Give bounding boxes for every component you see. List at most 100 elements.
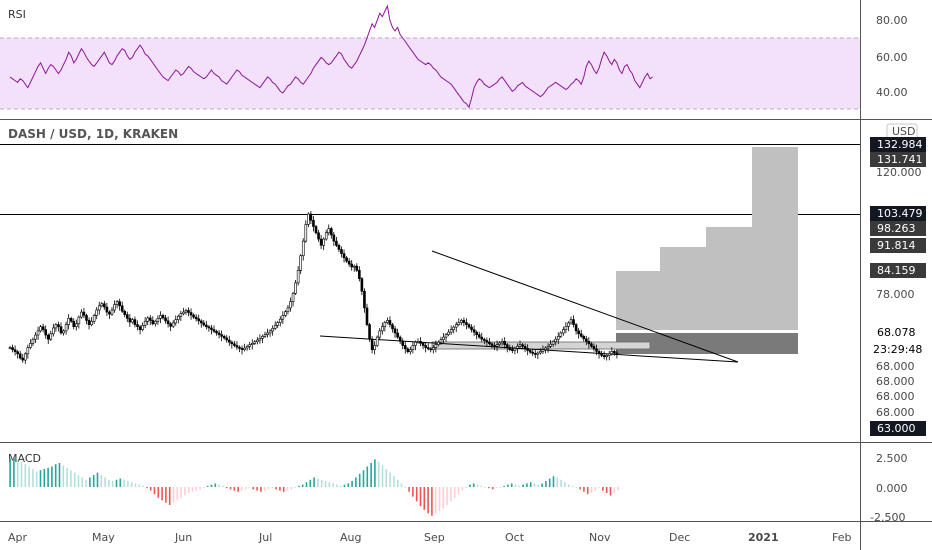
macd-bar (85, 479, 87, 487)
macd-bar (96, 472, 99, 487)
candle-body (263, 334, 267, 337)
price-tick-68a: 68.000 (876, 360, 915, 373)
macd-bar (290, 487, 293, 490)
candle-body (528, 350, 532, 353)
macd-bar (537, 484, 540, 487)
candle-body (521, 344, 524, 347)
macd-bar (206, 485, 209, 487)
candle-body (554, 338, 558, 343)
candle-body (273, 325, 277, 329)
candle-body (523, 346, 527, 349)
macd-bar (195, 487, 198, 491)
candle-body (184, 310, 188, 313)
candle-body (276, 322, 280, 326)
candle-body (539, 351, 542, 354)
candle-body (505, 344, 509, 348)
candle-body (373, 345, 376, 350)
time-label-feb: Feb (832, 531, 851, 544)
target-step-3[interactable] (706, 226, 752, 330)
candle-body (75, 323, 78, 327)
macd-bar (431, 487, 433, 516)
candle-body (380, 326, 384, 332)
macd-bar (393, 476, 395, 487)
support-box[interactable] (431, 341, 651, 350)
candle-body (31, 338, 35, 344)
macd-bar (298, 485, 300, 487)
candle-body (69, 318, 73, 322)
candle-body (562, 329, 565, 334)
macd-bar (529, 482, 532, 487)
candle-body (179, 313, 183, 317)
macd-bar (514, 484, 517, 487)
macd-tick-0: 0.000 (876, 482, 908, 495)
candle-body (189, 312, 193, 316)
time-axis[interactable]: Apr May Jun Jul Aug Sep Oct Nov Dec 2021… (8, 531, 851, 544)
candle-body (498, 342, 501, 345)
macd-bar (385, 469, 388, 487)
candle-body (551, 341, 555, 345)
candle-body (314, 226, 318, 234)
candle-body (62, 330, 65, 334)
macd-bar (43, 469, 46, 487)
time-label-nov: Nov (589, 531, 611, 544)
candle-body (536, 352, 540, 355)
macd-bar (176, 487, 179, 501)
descending-trendline[interactable] (431, 250, 739, 363)
candle-body (103, 303, 106, 308)
candle-body (431, 347, 435, 350)
ascending-trendline[interactable] (319, 335, 739, 363)
candle-body (240, 348, 244, 350)
macd-bar (339, 485, 342, 487)
candle-body (592, 346, 596, 350)
macd-bar (13, 457, 15, 487)
candle-body (355, 265, 359, 271)
candle-body (449, 329, 453, 333)
macd-bar (66, 467, 68, 487)
candles-group (8, 211, 619, 364)
candle-body (243, 347, 246, 350)
macd-bar (54, 464, 57, 487)
macd-bar (320, 479, 323, 487)
macd-bar (617, 487, 619, 491)
candle-body (225, 337, 229, 341)
candle-body (146, 317, 149, 322)
target-step-4[interactable] (752, 146, 798, 330)
price-tag-103-text: 103.479 (877, 207, 923, 220)
candle-body (113, 304, 116, 311)
price-tick-68d: 68.000 (876, 406, 915, 419)
candle-body (248, 344, 251, 347)
macd-bar (495, 487, 498, 489)
candle-body (409, 349, 412, 353)
macd-bar (214, 483, 217, 487)
macd-bar (28, 466, 30, 487)
candle-body (266, 332, 269, 335)
candle-body (18, 353, 22, 359)
macd-bar (218, 484, 220, 487)
candle-body (222, 335, 226, 339)
macd-bar (9, 458, 11, 487)
candle-body (582, 335, 586, 340)
macd-bar (127, 481, 129, 487)
target-step-2[interactable] (660, 246, 706, 330)
candle-body (154, 320, 157, 325)
macd-bar (442, 487, 445, 509)
candle-body (77, 316, 81, 325)
candle-body (123, 310, 127, 315)
macd-bar (92, 475, 95, 487)
target-step-1[interactable] (616, 270, 660, 330)
candle-body (110, 309, 114, 315)
price-tag-98-text: 98.263 (877, 222, 916, 235)
symbol-title: DASH / USD, 1D, KRAKEN (8, 127, 178, 141)
candle-body (177, 315, 180, 320)
candle-body (250, 343, 254, 345)
candle-body (345, 257, 348, 262)
macd-bar (377, 461, 380, 487)
price-tag-84-text: 84.159 (877, 264, 916, 277)
price-tag-63 (870, 421, 926, 436)
candle-body (174, 319, 178, 324)
macd-bar (271, 487, 274, 489)
candle-body (572, 319, 575, 325)
stop-zone[interactable] (616, 332, 798, 354)
macd-bar (279, 487, 281, 491)
